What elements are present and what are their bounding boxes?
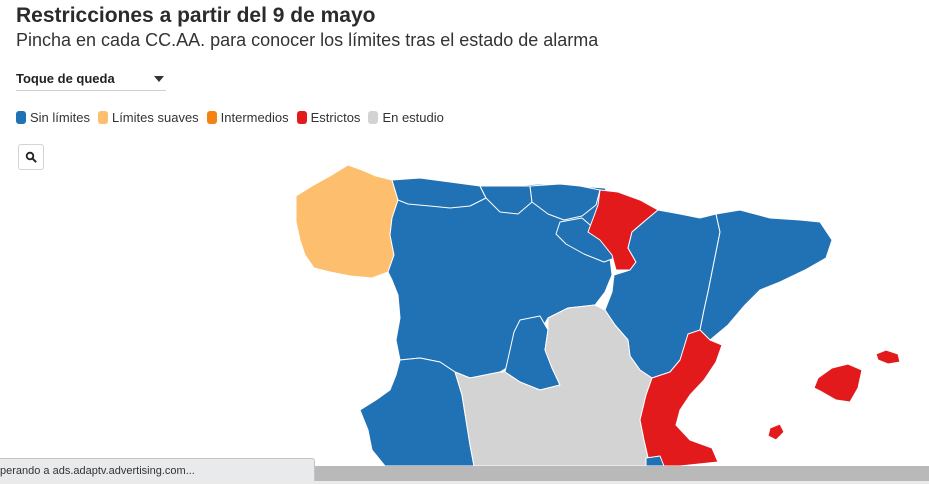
region-cantabria[interactable]: [479, 185, 533, 215]
page-title: Restricciones a partir del 9 de mayo: [16, 4, 376, 27]
legend-item-sin-limites[interactable]: Sin límites: [16, 110, 90, 125]
legend-swatch: [16, 111, 26, 124]
map-search-button[interactable]: [18, 144, 44, 170]
legend-item-estrictos[interactable]: Estrictos: [296, 110, 361, 125]
legend: Sin límites Límites suaves Intermedios E…: [16, 110, 444, 125]
legend-item-limites-suaves[interactable]: Límites suaves: [97, 110, 199, 125]
legend-label: Sin límites: [30, 110, 90, 125]
region-asturias[interactable]: [391, 177, 487, 209]
legend-label: Intermedios: [220, 110, 289, 125]
page-subtitle: Pincha en cada CC.AA. para conocer los l…: [16, 30, 599, 50]
region-comunidad-valenciana[interactable]: [639, 329, 723, 467]
legend-label: En estudio: [382, 110, 444, 125]
search-icon: [25, 151, 37, 163]
chevron-down-icon: [154, 76, 164, 82]
region-baleares-ibiza[interactable]: [767, 423, 785, 441]
bottom-strip: [0, 481, 929, 484]
legend-item-en-estudio[interactable]: En estudio: [368, 110, 444, 125]
region-baleares-menorca[interactable]: [875, 349, 901, 365]
region-cataluna[interactable]: [699, 209, 833, 341]
legend-item-intermedios[interactable]: Intermedios: [206, 110, 289, 125]
restriction-type-select[interactable]: Toque de queda: [16, 68, 166, 91]
legend-swatch: [97, 111, 108, 124]
region-la-rioja[interactable]: [555, 217, 621, 263]
horizontal-scrollbar[interactable]: [315, 466, 929, 482]
region-baleares-mallorca[interactable]: [813, 363, 863, 403]
region-galicia[interactable]: [295, 164, 399, 279]
restriction-type-value: Toque de queda: [16, 71, 115, 86]
region-pais-vasco[interactable]: [529, 183, 601, 221]
legend-label: Límites suaves: [111, 110, 199, 125]
browser-status-bar: perando a ads.adaptv.advertising.com...: [0, 458, 315, 482]
legend-swatch: [296, 111, 307, 124]
legend-label: Estrictos: [310, 110, 361, 125]
legend-swatch: [206, 111, 217, 124]
legend-swatch: [368, 111, 379, 124]
